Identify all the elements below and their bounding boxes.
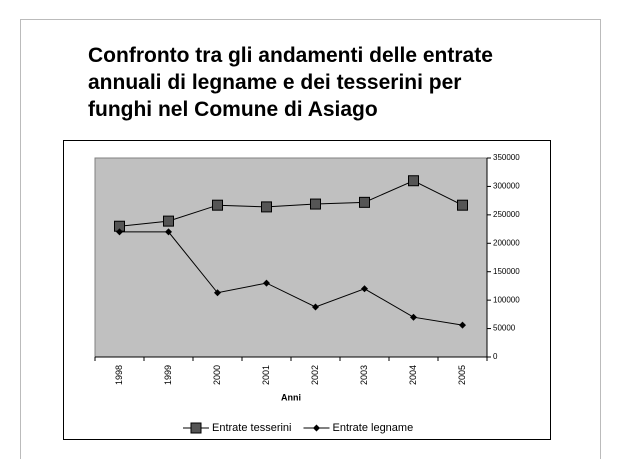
point <box>263 279 270 287</box>
point <box>163 215 174 227</box>
y-tick-label: 50000 <box>493 324 516 333</box>
y-tick-label: 300000 <box>493 182 520 191</box>
chart-title: annuali di legname e dei tesserini per <box>88 71 461 94</box>
y-tick-label: 250000 <box>493 210 520 219</box>
y-tick-label: 150000 <box>493 267 520 276</box>
y-tick-label: 0 <box>493 352 498 361</box>
point <box>408 175 419 187</box>
y-tick-label: 350000 <box>493 153 520 162</box>
x-axis-title: Anni <box>281 392 301 402</box>
x-tick-label: 2002 <box>310 365 320 385</box>
x-tick-label: 2003 <box>359 365 369 385</box>
chart-title: Confronto tra gli andamenti delle entrat… <box>88 44 493 67</box>
point <box>214 289 221 297</box>
point <box>312 303 319 311</box>
x-tick-label: 2004 <box>408 365 418 385</box>
point <box>212 199 223 211</box>
point <box>261 201 272 213</box>
legend-label: Entrate tesserini <box>212 422 291 434</box>
point <box>410 313 417 321</box>
y-tick-label: 200000 <box>493 238 520 247</box>
point <box>310 198 321 210</box>
point <box>165 228 172 236</box>
point <box>116 228 123 236</box>
x-tick-label: 1998 <box>114 365 124 385</box>
point <box>459 321 466 329</box>
point <box>359 196 370 208</box>
x-tick-label: 2001 <box>261 365 271 385</box>
legend-marker <box>312 424 320 432</box>
y-tick-label: 100000 <box>493 295 520 304</box>
point <box>457 199 468 211</box>
series-line <box>119 180 463 227</box>
point <box>361 285 368 293</box>
x-tick-label: 1999 <box>163 365 173 385</box>
x-tick-label: 2005 <box>457 365 467 385</box>
legend-marker <box>190 422 202 434</box>
x-tick-label: 2000 <box>212 365 222 385</box>
chart-title: funghi nel Comune di Asiago <box>88 98 378 121</box>
legend-label: Entrate legname <box>332 422 413 434</box>
series-line <box>119 231 463 326</box>
